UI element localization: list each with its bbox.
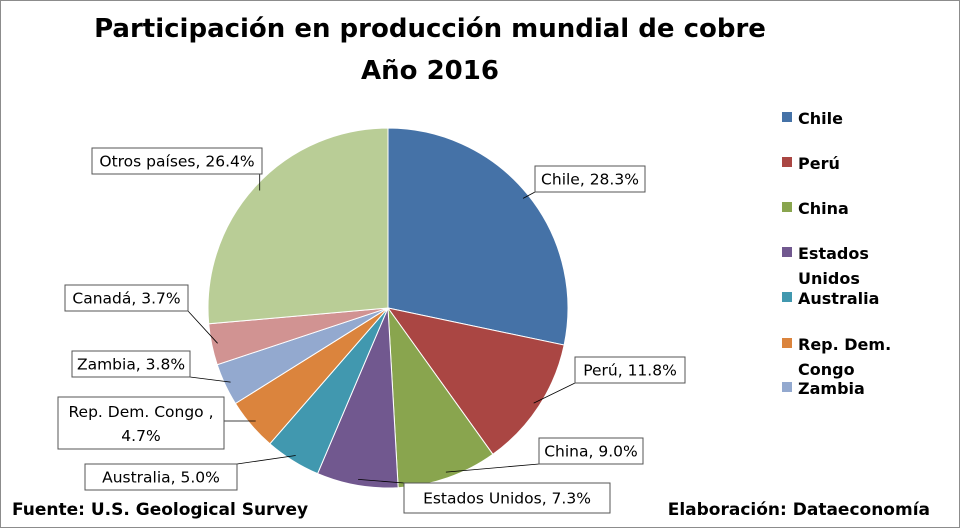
data-label-chile: Chile, 28.3% — [534, 165, 646, 193]
data-label-zambia: Zambia, 3.8% — [71, 350, 191, 378]
legend-label: Australia — [798, 289, 880, 308]
legend-label: China — [798, 199, 849, 218]
legend-label: Zambia — [798, 379, 865, 398]
pie-slice-peru — [386, 307, 565, 455]
data-label-text: Zambia, 3.8% — [77, 356, 185, 374]
chart-title: Participación en producción mundial de c… — [94, 14, 766, 44]
source-note: Fuente: U.S. Geological Survey — [12, 500, 309, 520]
chart-subtitle: Año 2016 — [361, 56, 499, 86]
legend-swatch — [782, 247, 792, 257]
legend-label: Chile — [798, 109, 843, 128]
data-label-text: Otros países, 26.4% — [99, 153, 254, 171]
data-label-text: Rep. Dem. Congo , 4.7% — [68, 403, 213, 445]
legend-swatch — [782, 382, 792, 392]
data-label-australia: Australia, 5.0% — [84, 463, 238, 491]
legend-item-estados-unidos: Estados Unidos — [782, 241, 918, 291]
leader-line-peru — [533, 382, 576, 404]
leader-line-chile — [522, 191, 536, 199]
pie-slice-otros-paises — [207, 127, 389, 325]
data-label-peru: Perú, 11.8% — [574, 356, 686, 384]
legend-label: Estados Unidos — [798, 244, 869, 288]
legend-label: Perú — [798, 154, 840, 173]
legend-item-zambia: Zambia — [782, 376, 918, 401]
data-label-text: Canadá, 3.7% — [72, 290, 180, 308]
legend-swatch — [782, 202, 792, 212]
data-label-canada: Canadá, 3.7% — [64, 284, 189, 312]
pie-slice-china — [387, 306, 494, 489]
leader-line-canada — [187, 310, 218, 344]
legend-label: Rep. Dem. Congo — [798, 335, 892, 379]
legend-swatch — [782, 292, 792, 302]
leader-line-zambia — [189, 376, 231, 383]
pie-slice-chile — [387, 127, 569, 346]
data-label-estados-unidos: Estados Unidos, 7.3% — [403, 482, 611, 514]
data-label-rep-dem-congo: Rep. Dem. Congo , 4.7% — [57, 396, 225, 450]
legend-item-rep-dem-congo: Rep. Dem. Congo — [782, 332, 918, 382]
credit-note: Elaboración: Dataeconomía — [667, 500, 930, 520]
legend-item-chile: Chile — [782, 106, 918, 131]
legend-item-australia: Australia — [782, 286, 918, 311]
legend-item-peru: Perú — [782, 151, 918, 176]
leader-line-estados-unidos — [358, 479, 405, 484]
data-label-text: Estados Unidos, 7.3% — [423, 490, 591, 508]
data-label-text: Perú, 11.8% — [583, 362, 677, 380]
data-label-china: China, 9.0% — [538, 437, 644, 465]
legend-swatch — [782, 157, 792, 167]
data-label-text: Chile, 28.3% — [541, 171, 639, 189]
leader-line-australia — [236, 455, 296, 465]
legend-swatch — [782, 338, 792, 348]
data-label-text: China, 9.0% — [544, 443, 638, 461]
legend-item-china: China — [782, 196, 918, 221]
leader-line-china — [445, 463, 540, 473]
data-label-otros-paises: Otros países, 26.4% — [91, 147, 263, 175]
legend-swatch — [782, 112, 792, 122]
data-label-text: Australia, 5.0% — [102, 469, 220, 487]
